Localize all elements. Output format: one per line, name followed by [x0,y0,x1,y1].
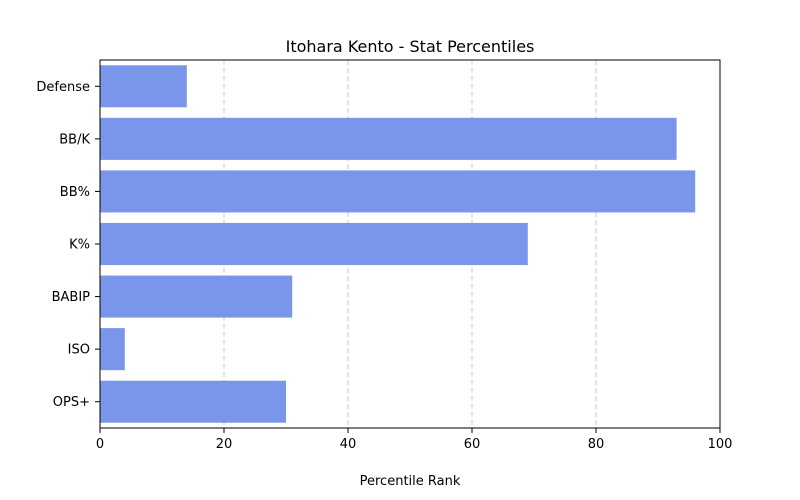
bars [100,65,696,423]
x-tick-label-4: 80 [588,437,605,452]
y-tick-label-0: Defense [36,80,90,95]
y-tick-label-1: BB/K [59,132,90,147]
chart-title: Itohara Kento - Stat Percentiles [286,37,535,56]
y-tick-label-4: BABIP [52,290,91,305]
y-tick-label-6: OPS+ [53,395,90,410]
y-tick-label-3: K% [69,238,90,253]
x-tick-label-2: 40 [340,437,357,452]
bar-bb-k [100,117,677,160]
x-axis-ticks: 0 20 40 60 80 100 [96,428,733,452]
bar-iso [100,328,125,371]
bar-bb [100,170,696,213]
bar-defense [100,65,187,108]
x-tick-label-0: 0 [96,437,104,452]
y-tick-label-2: BB% [60,185,90,200]
x-tick-label-5: 100 [708,437,733,452]
x-tick-label-3: 60 [464,437,481,452]
y-tick-label-5: ISO [68,343,90,358]
bar-ops [100,380,286,423]
x-axis-label: Percentile Rank [360,474,461,489]
bar-k [100,222,528,266]
x-tick-label-1: 20 [216,437,233,452]
bar-babip [100,275,293,318]
y-axis-ticks: Defense BB/K BB% K% BABIP ISO OPS+ [36,80,100,410]
